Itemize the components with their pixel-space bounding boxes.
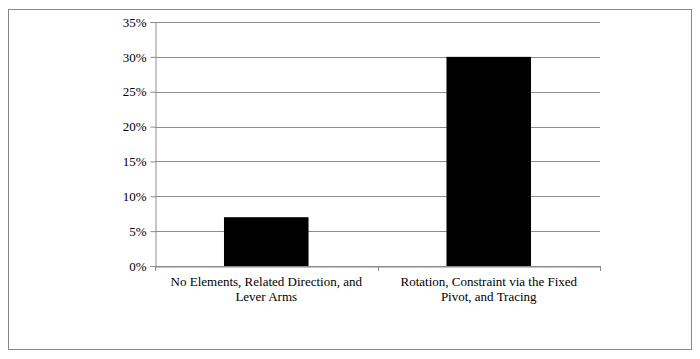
bars: [224, 57, 531, 266]
grid-line: [155, 196, 600, 197]
x-tick-label: Rotation, Constraint via the FixedPivot,…: [400, 274, 577, 305]
bar: [224, 217, 309, 266]
y-tick-mark: [151, 57, 156, 58]
y-tick-mark: [151, 127, 156, 128]
y-tick-label: 0%: [129, 259, 147, 274]
grid-line: [155, 266, 600, 267]
y-tick-label: 20%: [123, 119, 147, 134]
y-tick-label: 15%: [123, 154, 147, 169]
y-tick-label: 10%: [123, 189, 147, 204]
grid-line: [155, 22, 600, 23]
category-divider: [155, 266, 156, 271]
grid-line: [155, 161, 600, 162]
y-tick: 25%: [123, 84, 156, 99]
y-tick: 30%: [123, 50, 156, 65]
y-tick: 0%: [129, 259, 155, 274]
y-tick-mark: [151, 92, 156, 93]
y-tick-label: 5%: [129, 224, 147, 239]
y-tick-label: 35%: [123, 15, 147, 30]
grid-line: [155, 231, 600, 232]
y-tick: 5%: [129, 224, 155, 239]
bar: [446, 57, 531, 266]
grid-line: [155, 92, 600, 93]
y-tick-mark: [151, 161, 156, 162]
x-tick: Rotation, Constraint via the FixedPivot,…: [400, 274, 577, 305]
y-axis: 0% 5% 10% 15% 20% 25% 30% 35%: [123, 15, 156, 274]
y-tick-mark: [151, 196, 156, 197]
y-tick-label: 25%: [123, 84, 147, 99]
y-tick: 20%: [123, 119, 156, 134]
chart: 0% 5% 10% 15% 20% 25% 30% 35% No Elements, Relat…: [0, 0, 700, 359]
y-tick-mark: [151, 22, 156, 23]
y-axis-line: [151, 23, 157, 267]
grid-line: [155, 127, 600, 128]
grid: [155, 23, 600, 267]
chart-frame: [9, 10, 692, 350]
grid-line: [155, 57, 600, 58]
y-tick: 35%: [123, 15, 156, 30]
x-axis: No Elements, Related Direction, andLever…: [156, 267, 601, 304]
y-tick-label: 30%: [123, 50, 147, 65]
y-tick: 15%: [123, 154, 156, 169]
x-tick-label: No Elements, Related Direction, andLever…: [171, 274, 363, 305]
y-tick-mark: [151, 266, 156, 267]
y-tick: 10%: [123, 189, 156, 204]
category-divider: [600, 266, 601, 271]
y-tick-mark: [151, 231, 156, 232]
category-divider: [378, 266, 379, 271]
x-tick: No Elements, Related Direction, andLever…: [171, 274, 363, 305]
